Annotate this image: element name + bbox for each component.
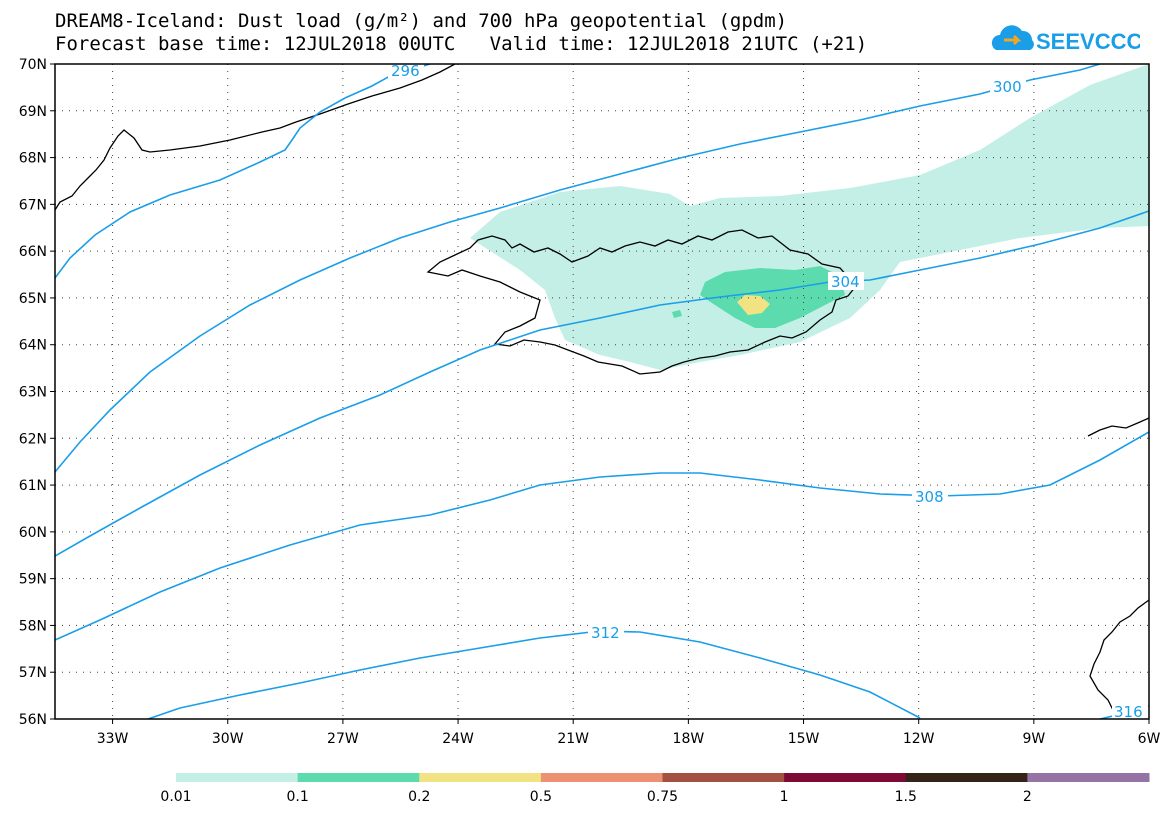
dust-colorbar: 0.01 0.1 0.2 0.5 0.75 1 1.5 2	[160, 773, 1150, 805]
lon-tick-label: 30W	[212, 731, 244, 747]
colorbar-swatch	[176, 773, 299, 782]
colorbar-swatch	[905, 773, 1028, 782]
lon-tick-label: 33W	[97, 731, 129, 747]
map-subtitle: Forecast base time: 12JUL2018 00UTC Vali…	[55, 33, 868, 55]
colorbar-swatch	[662, 773, 785, 782]
colorbar-label: 2	[1023, 789, 1032, 805]
lat-tick-label: 60N	[19, 525, 47, 541]
iceland-coastline	[426, 229, 857, 375]
lon-tick-label: 18W	[673, 731, 705, 747]
contour-label-300: 300	[993, 78, 1022, 96]
colorbar-swatch	[784, 773, 907, 782]
lat-tick-label: 59N	[19, 572, 47, 588]
colorbar-label: 0.75	[647, 789, 678, 805]
lon-tick-label: 27W	[327, 731, 359, 747]
contour-label-312: 312	[591, 624, 620, 642]
colorbar-label: 0.2	[408, 789, 430, 805]
contour-label-316: 316	[1114, 703, 1143, 721]
lat-tick-label: 63N	[19, 385, 47, 401]
lon-tick-label: 12W	[903, 731, 935, 747]
contour-308	[55, 431, 1149, 641]
contour-300	[55, 64, 1101, 473]
greenland-coastline	[55, 64, 456, 211]
dust-region-high	[737, 295, 770, 315]
logo-text: SEEVCCC	[1036, 29, 1140, 54]
contour-296	[55, 64, 431, 279]
cloud-arrow-icon	[991, 25, 1034, 50]
colorbar-label: 1	[780, 789, 789, 805]
dust-load-field	[470, 64, 1149, 370]
coastlines	[55, 64, 1149, 719]
norway-coastline-south	[1089, 599, 1149, 719]
dust-region-low	[470, 64, 1149, 370]
contour-312	[147, 630, 921, 719]
lat-tick-label: 64N	[19, 338, 47, 354]
contour-label-296: 296	[391, 62, 420, 80]
dust-region-medium	[700, 266, 845, 328]
norway-coastline-north	[1087, 417, 1149, 437]
lat-tick-label: 62N	[19, 431, 47, 447]
colorbar-label: 0.01	[160, 789, 191, 805]
geopotential-contours	[55, 64, 1149, 719]
latitude-labels: 70N 69N 68N 67N 66N 65N 64N 63N 62N 61N 60N 59N 58N 5…	[19, 57, 55, 728]
lat-tick-label: 61N	[19, 478, 47, 494]
contour-304	[55, 210, 1149, 557]
lat-tick-label: 56N	[19, 712, 47, 728]
lat-tick-label: 70N	[19, 57, 47, 73]
colorbar-swatch	[540, 773, 663, 782]
colorbar-swatch	[1027, 773, 1150, 782]
colorbar-label: 0.5	[530, 789, 552, 805]
lon-tick-label: 24W	[442, 731, 474, 747]
lat-tick-label: 68N	[19, 151, 47, 167]
contour-label-304: 304	[831, 273, 860, 291]
lat-tick-label: 69N	[19, 104, 47, 120]
dust-region-medium-2	[672, 310, 682, 318]
lon-tick-label: 15W	[788, 731, 820, 747]
lon-tick-label: 9W	[1022, 731, 1045, 747]
colorbar-label: 1.5	[895, 789, 917, 805]
lon-tick-label: 6W	[1138, 731, 1161, 747]
lat-tick-label: 65N	[19, 291, 47, 307]
graticule	[55, 64, 1149, 719]
lat-tick-label: 67N	[19, 197, 47, 213]
lon-tick-label: 21W	[557, 731, 589, 747]
contour-label-308: 308	[915, 488, 944, 506]
colorbar-swatch	[419, 773, 542, 782]
seevccc-logo: SEEVCCC	[991, 25, 1140, 54]
colorbar-label: 0.1	[286, 789, 308, 805]
longitude-labels: 33W 30W 27W 24W 21W 18W 15W 12W 9W 6W	[97, 719, 1161, 747]
colorbar-swatch	[297, 773, 420, 782]
lat-tick-label: 66N	[19, 244, 47, 260]
lat-tick-label: 58N	[19, 618, 47, 634]
lat-tick-label: 57N	[19, 665, 47, 681]
map-title: DREAM8-Iceland: Dust load (g/m²) and 700…	[55, 10, 788, 32]
